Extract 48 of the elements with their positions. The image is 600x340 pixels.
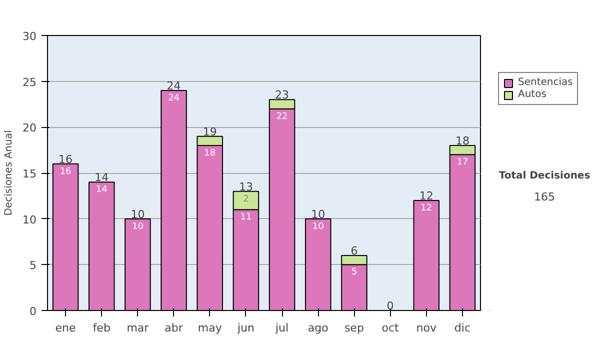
data-label: 14 [96,185,108,196]
data-label: 16 [60,166,72,177]
y-tick-label: 25 [22,76,37,89]
x-tick-label: oct [382,322,400,334]
text: 165 [534,190,555,204]
x-tick-label: nov [416,322,437,334]
data-label: 12 [420,204,432,214]
total-label: 13 [238,180,253,194]
x-tick-label: abr [164,322,184,334]
total-label: 10 [311,208,326,221]
total-label: 10 [130,208,145,221]
data-label: 24 [168,94,180,104]
y-tick-label: 15 [22,168,37,180]
y-tick-label: 5 [30,259,36,272]
total-label: 12 [419,190,434,202]
data-label: 22 [276,112,288,122]
total-label: 18 [455,134,470,148]
data-label: 18 [204,148,216,158]
x-tick-label: feb [92,322,110,334]
total-label: 14 [94,171,109,184]
legend-label: Sentencias [518,77,573,88]
total-label: 23 [275,88,290,102]
legend-label: Autos [518,89,546,100]
x-tick-label: jun [236,322,254,334]
y-tick-label: 20 [22,122,37,135]
x-tick-label: sep [344,322,364,334]
x-tick-label: jul [274,322,289,334]
x-tick-label: mar [126,322,150,334]
data-label: 5 [351,268,358,278]
y-tick-label: 10 [22,213,37,226]
total-label: 6 [350,244,358,258]
x-tick-label: ene [55,322,76,334]
text: Total Decisiones [498,170,590,182]
x-tick-label: may [198,322,222,334]
y-tick-label: 0 [30,305,36,318]
data-label: 10 [132,222,144,232]
total-label: 19 [202,125,217,138]
data-label: 17 [456,158,468,168]
data-label: 10 [312,222,324,232]
y-axis-title: Decisiones Anual [4,130,15,216]
x-tick-label: ago [308,322,329,334]
total-label: 16 [58,152,73,166]
data-label: 11 [240,212,252,223]
total-label: 24 [166,80,181,92]
y-tick-label: 30 [22,30,37,43]
total-label: 0 [386,300,394,312]
data-label: 2 [243,194,249,204]
x-tick-label: dic [454,322,471,334]
